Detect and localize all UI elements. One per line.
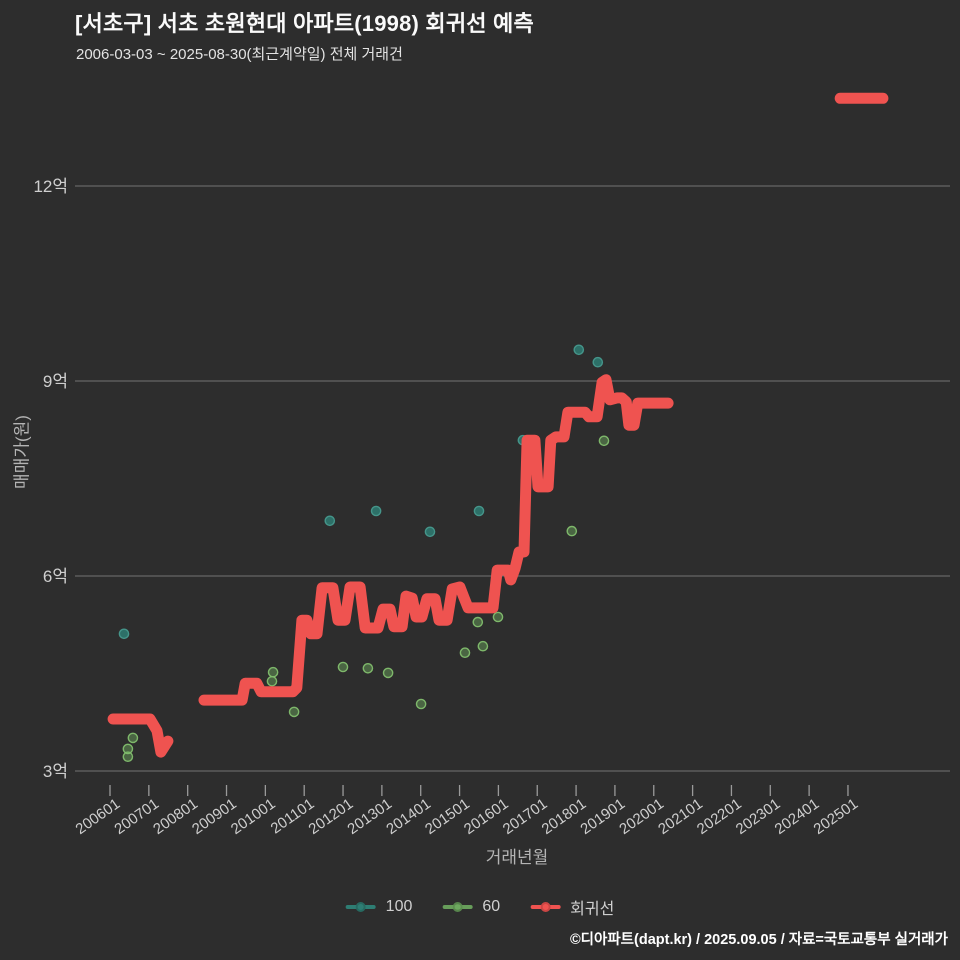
scatter-point-60 <box>459 647 471 659</box>
legend-marker-dot <box>355 902 366 912</box>
scatter-point-100 <box>118 628 130 640</box>
scatter-point-60 <box>472 616 484 628</box>
chart-subtitle: 2006-03-03 ~ 2025-08-30(최근계약일) 전체 거래건 <box>76 46 403 63</box>
y-tick-label: 3억 <box>43 762 68 781</box>
scatter-point-60 <box>127 732 139 744</box>
scatter-point-60 <box>477 640 489 652</box>
scatter-point-60 <box>362 663 374 674</box>
scatter-point-100 <box>324 515 336 527</box>
scatter-point-100 <box>370 505 382 517</box>
y-tick-label: 6억 <box>43 567 68 586</box>
scatter-point-60 <box>598 435 610 447</box>
legend-item-60: 60 <box>442 898 500 916</box>
legend-marker-dot <box>540 902 551 912</box>
legend-label: 60 <box>482 898 501 915</box>
x-axis-title: 거래년월 <box>485 848 549 867</box>
scatter-point-100 <box>592 356 604 368</box>
scatter-point-60 <box>492 611 504 623</box>
scatter-point-60 <box>122 751 134 763</box>
scatter-point-60 <box>415 698 427 710</box>
scatter-point-100 <box>573 344 585 356</box>
regression-line <box>198 374 674 706</box>
legend-marker-line <box>345 902 376 912</box>
legend-item-100: 100 <box>345 898 413 916</box>
scatter-point-60 <box>566 525 578 537</box>
legend-marker-dot <box>452 902 463 912</box>
legend-marker-line <box>442 902 473 912</box>
scatter-point-100 <box>424 526 436 538</box>
x-tick-label: 201001 <box>228 795 279 838</box>
scatter-point-100 <box>473 505 485 517</box>
legend: 100 60 회귀선 <box>345 895 614 919</box>
scatter-point-60 <box>122 743 134 755</box>
scatter-point-60 <box>288 706 300 718</box>
scatter-point-60 <box>382 667 394 679</box>
footer-credit: ©디아파트(dapt.kr) / 2025.09.05 / 자료=국토교통부 실… <box>569 932 948 948</box>
legend-marker-line <box>530 902 561 912</box>
y-tick-label: 12억 <box>33 177 68 196</box>
regression-line <box>107 713 174 758</box>
y-tick-label: 9억 <box>43 372 68 391</box>
scatter-point-60 <box>337 661 349 673</box>
legend-item-회귀선: 회귀선 <box>530 895 614 919</box>
scatter-point-60 <box>266 676 278 687</box>
scatter-point-60 <box>267 666 279 678</box>
legend-label: 100 <box>385 898 413 915</box>
legend-label: 회귀선 <box>570 901 615 918</box>
y-axis-title: 매매가(원) <box>12 415 32 489</box>
x-tick-label: 202501 <box>810 795 861 838</box>
chart-title: [서초구] 서초 초원현대 아파트(1998) 회귀선 예측 <box>75 11 534 36</box>
